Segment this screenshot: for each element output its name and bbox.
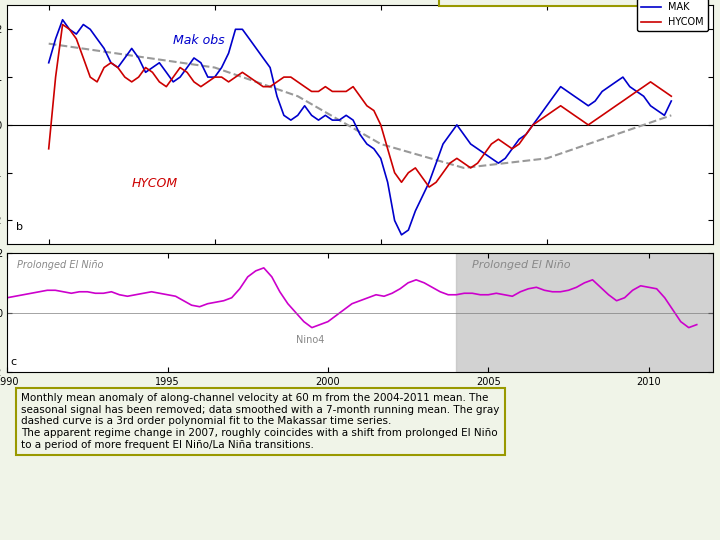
Text: Mak obs: Mak obs (174, 33, 225, 46)
Text: Monthly mean anomaly of along-channel velocity at 60 m from the 2004-2011 mean. : Monthly mean anomaly of along-channel ve… (22, 393, 500, 450)
Text: Prolonged El Niño: Prolonged El Niño (17, 260, 104, 270)
Text: Prolonged El Niño: Prolonged El Niño (472, 260, 571, 270)
Text: HYCOM: HYCOM (132, 177, 178, 190)
Text: b: b (16, 222, 22, 232)
Text: Nino4: Nino4 (296, 335, 324, 345)
Legend: MAK, HYCOM: MAK, HYCOM (637, 0, 708, 31)
Bar (456, 253, 713, 373)
Text: c: c (10, 357, 17, 367)
